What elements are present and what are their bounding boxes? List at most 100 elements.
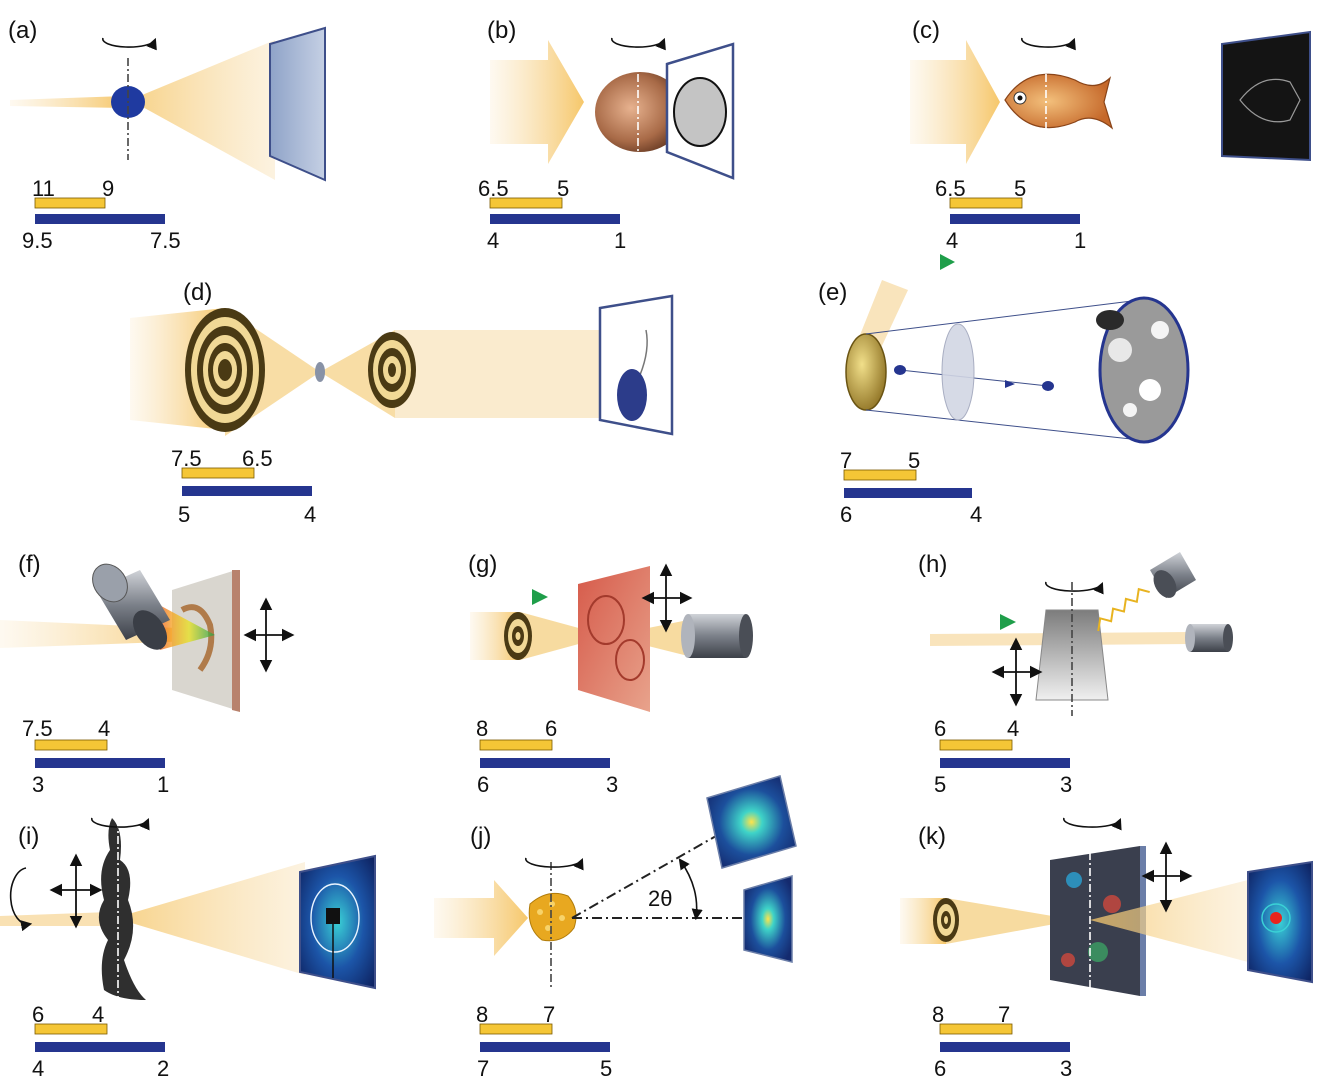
fish-radiograph [1239,78,1301,123]
scale-top-end: 5 [557,176,569,201]
panel-f-label: (f) [18,551,41,578]
scale-top-start: 7.5 [171,446,202,471]
scale-top-end: 4 [1007,716,1019,741]
yellow-scale-bar [939,1023,1013,1035]
panel-g: (g) 8 6 6 3 [468,551,753,797]
detector-cylinder [92,563,170,650]
zone-plate-small [368,332,416,408]
crystal-sample [845,333,887,411]
scale-bottom-end: 7.5 [150,228,181,253]
yellow-scale-bar [939,739,1013,751]
beamstop [326,908,340,924]
scale-top-end: 4 [98,716,110,741]
scale-top-end: 9 [102,176,114,201]
scale-bottom-start: 6 [840,502,852,527]
yellow-scale-bar [843,469,917,481]
panel-k: (k) 8 7 6 3 [900,817,1313,1081]
yellow-scale-bar [34,197,106,209]
diffracted-beam-line [571,835,717,919]
rotation-arrow [1021,37,1076,51]
blue-scale-bar [940,1042,1070,1052]
scale-top-end: 5 [908,448,920,473]
diffraction-detector-lower [743,875,793,963]
scale-top-start: 6 [934,716,946,741]
scale-bottom-end: 5 [600,1056,612,1081]
panel-a-label: (a) [8,17,37,44]
rotation-arrow [102,37,157,51]
scale-top-start: 7.5 [22,716,53,741]
blue-scale-bar [480,1042,610,1052]
scale-top-end: 7 [998,1002,1010,1027]
yellow-scale-bar [181,467,255,479]
tilt-arrow [9,867,33,932]
panel-g-label: (g) [468,551,497,578]
incident-beam-arrow [490,40,584,164]
yellow-scale-bar [34,739,108,751]
two-theta-label: 2θ [648,886,672,911]
blue-scale-bar [844,488,972,498]
scale-top-start: 7 [840,448,852,473]
scale-top-end: 6.5 [242,446,273,471]
nanocrystal-cluster [528,892,577,942]
scale-bottom-end: 4 [304,502,316,527]
panel-c-label: (c) [912,17,940,44]
scale-bottom-start: 6 [934,1056,946,1081]
rotation-arrow [525,857,584,871]
cell-flagellum [639,329,648,376]
panel-c: (c) 6.5 5 4 1 [910,17,1311,253]
panel-d-label: (d) [183,279,212,306]
blue-scale-bar [950,214,1080,224]
cell-image [617,369,647,421]
specimen-feature [180,604,215,672]
panel-j: (j) 2θ 8 7 7 5 [434,775,797,1081]
diffraction-detector-upper [706,775,797,869]
scale-bottom-end: 2 [157,1056,169,1081]
blue-scale-bar [182,486,312,496]
blue-scale-bar [490,214,620,224]
scale-bottom-start: 4 [32,1056,44,1081]
transmission-detector [1185,624,1233,652]
panel-k-label: (k) [918,823,946,850]
blue-scale-bar [480,758,610,768]
panel-i-label: (i) [18,823,39,850]
scale-bottom-end: 1 [157,772,169,797]
shell-radiograph [673,77,727,147]
scale-top-start: 6 [32,1002,44,1027]
scale-bottom-end: 1 [1074,228,1086,253]
blue-scale-bar [35,214,165,224]
fish-radiograph-screen [1221,30,1311,162]
specimen [315,362,325,382]
yellow-scale-bar [489,197,563,209]
seashell-sample [595,72,685,152]
rotation-arrow [1063,817,1122,831]
scale-top-start: 11 [32,176,55,201]
scale-bottom-start: 4 [487,228,499,253]
incident-beam [0,912,110,926]
scale-top-start: 8 [932,1002,944,1027]
incident-beam-arrow [910,40,1000,164]
scale-bottom-end: 1 [614,228,626,253]
yellow-scale-bar [479,1023,553,1035]
scale-top-start: 6.5 [935,176,966,201]
fluorescence-wave [1097,587,1150,632]
scale-bottom-start: 5 [934,772,946,797]
scale-bottom-start: 9.5 [22,228,53,253]
rotation-arrow [1045,581,1104,595]
zone-plate-large [185,308,265,432]
fluorescence-detector [1150,552,1196,598]
scattering-cone [115,862,305,975]
yellow-scale-bar [949,197,1023,209]
fish-sample [1004,73,1114,130]
rotation-arrow [91,817,150,831]
detector-cylinder [681,614,753,658]
zone-plate [504,612,532,660]
angle-arc [678,858,703,921]
scale-top-start: 8 [476,716,488,741]
panel-b-label: (b) [487,17,516,44]
scale-top-end: 4 [92,1002,104,1027]
panel-b: (b) 6.5 5 4 1 [478,17,735,253]
sample-cone [1035,609,1109,701]
yellow-scale-bar [34,1023,108,1035]
lens [941,323,975,421]
blue-scale-bar [35,758,165,768]
